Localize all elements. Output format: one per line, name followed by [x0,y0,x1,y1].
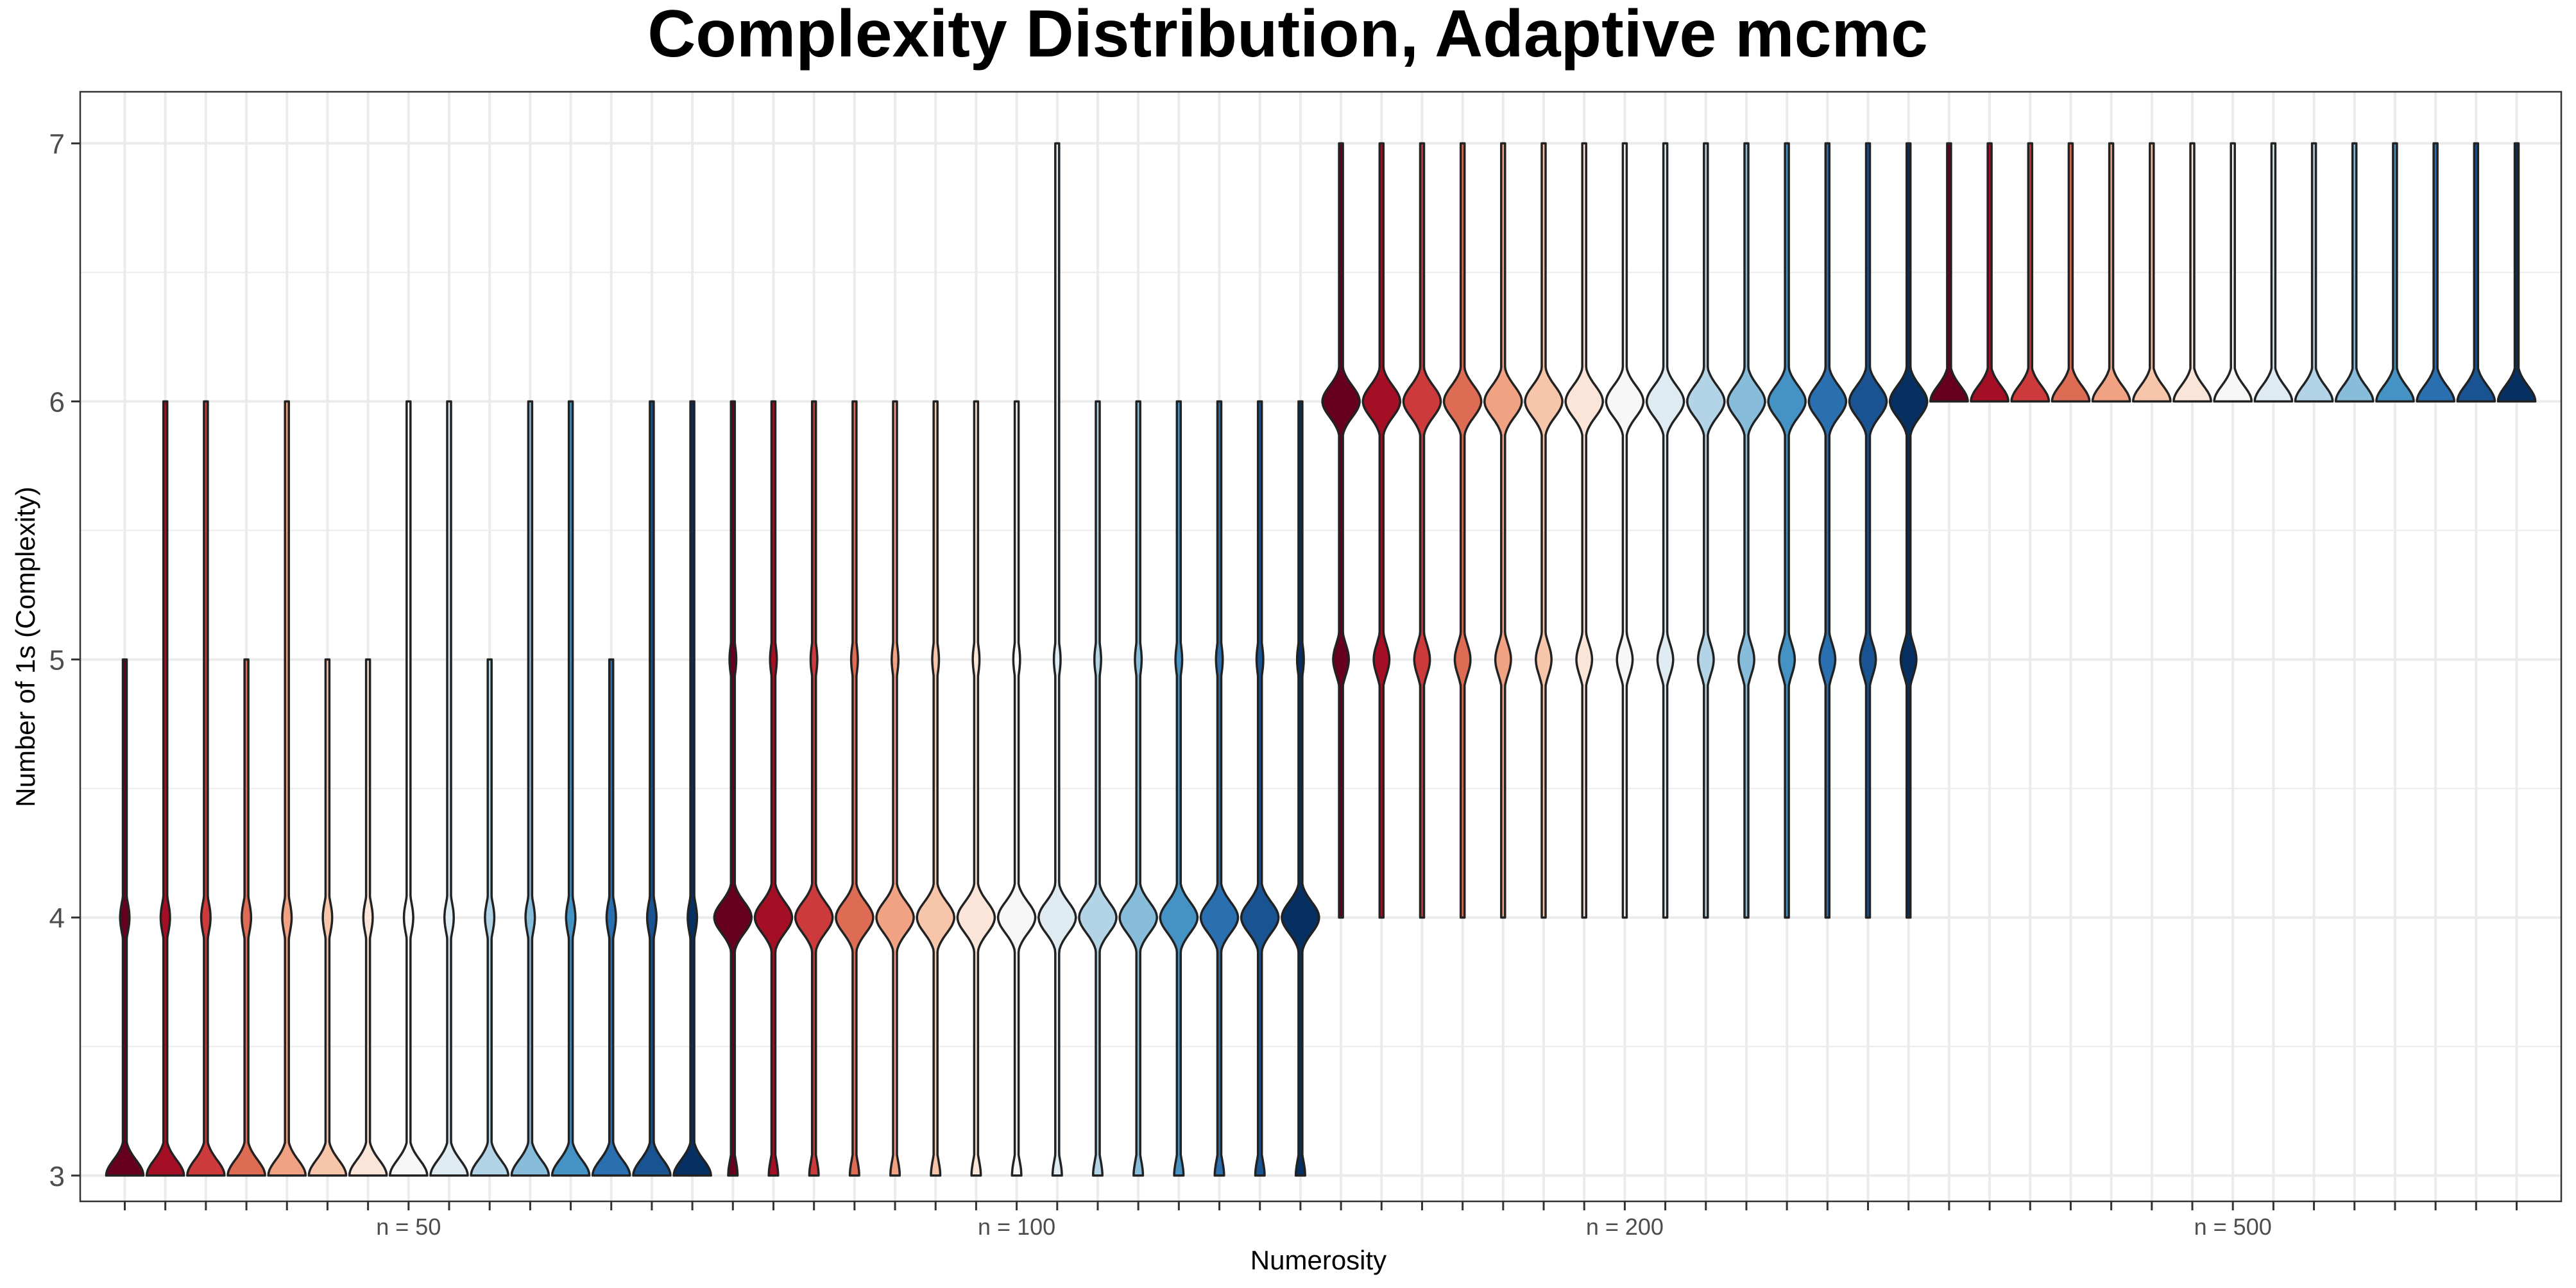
violin [713,400,753,1177]
violin [1361,142,1402,919]
x-group-label: n = 200 [1586,1214,1664,1240]
violin [916,400,955,1177]
violin [1240,400,1280,1177]
violin [226,658,266,1177]
violin [388,400,429,1177]
y-tick-label: 6 [49,387,65,418]
violin [794,400,834,1177]
violin [875,400,915,1177]
axes: 3 4 5 6 7 n = 50 n = 100 n = 200 n = 500 [49,128,2518,1240]
x-group-label: n = 100 [978,1214,1055,1240]
violin [1605,142,1645,919]
violin [956,400,996,1177]
violin [307,658,348,1177]
violin [1037,142,1077,1177]
violin [105,658,145,1177]
violin [2496,142,2537,403]
violin [996,400,1037,1177]
violin [1727,142,1766,919]
violin [591,658,631,1177]
violin [470,658,509,1177]
violin [1118,400,1158,1177]
violin [753,400,794,1177]
violin [2051,142,2091,403]
violin [2213,142,2253,403]
violin [1848,142,1888,919]
violin [1321,142,1361,919]
violin [1483,142,1523,919]
chart-title: Complexity Distribution, Adaptive mcmc [647,0,1928,71]
violin [1970,142,2009,403]
violin [1402,142,1442,919]
y-tick-label: 7 [49,128,65,160]
violin [1281,400,1320,1177]
violin [632,400,672,1177]
violin [1807,142,1848,919]
violin [835,400,874,1177]
violin [1564,142,1604,919]
violin [1159,400,1199,1177]
violin [2132,142,2172,403]
violin [429,400,469,1177]
violin [550,400,591,1177]
y-tick-label: 5 [49,645,65,676]
violin [2253,142,2294,403]
violin [2375,142,2415,403]
x-group-label: n = 50 [376,1214,441,1240]
violin [1645,142,1685,919]
violin [1767,142,1807,919]
violin [2010,142,2051,403]
violin [2456,142,2496,403]
violin [1686,142,1726,919]
x-axis-title: Numerosity [1250,1245,1386,1275]
violin [1078,400,1118,1177]
violin [672,400,712,1177]
y-axis-title: Number of 1s (Complexity) [10,486,40,807]
y-tick-label: 3 [49,1161,65,1192]
panel-border [79,90,2563,1203]
violin [2334,142,2375,403]
violin [348,658,388,1177]
violin [2294,142,2334,403]
violin [2416,142,2455,403]
violins [105,142,2537,1177]
violin [1929,142,1969,403]
violin [510,400,550,1177]
violin [1442,142,1483,919]
violin [1199,400,1240,1177]
violin [1524,142,1564,919]
y-tick-label: 4 [49,903,65,934]
violin [267,400,307,1177]
violin [186,400,226,1177]
violin [145,400,185,1177]
violin [1888,142,1929,919]
violin [2091,142,2131,403]
x-group-label: n = 500 [2194,1214,2272,1240]
violin [2172,142,2212,403]
